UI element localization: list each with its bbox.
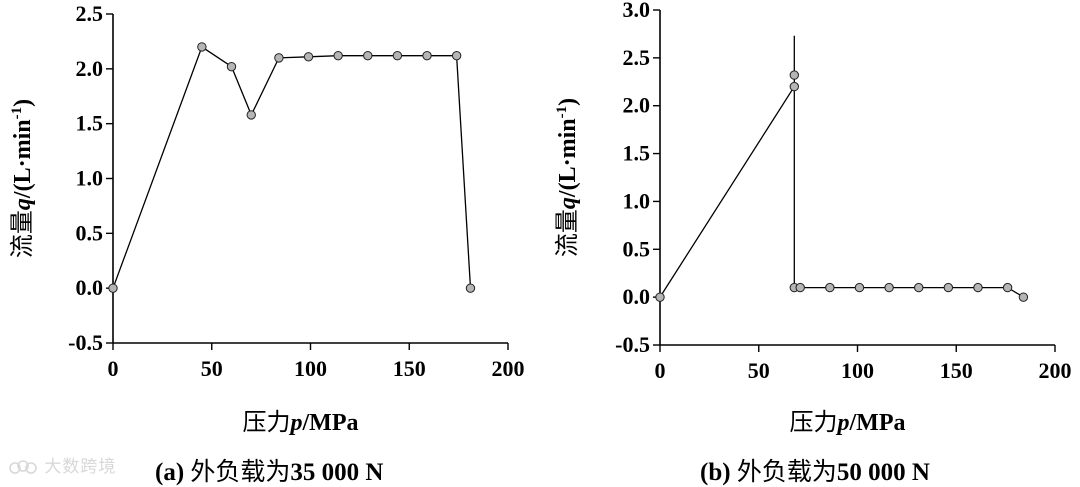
data-point — [789, 81, 799, 92]
y-tick-label: 3.0 — [623, 0, 651, 22]
y-tick-label: 2.0 — [76, 56, 104, 81]
data-point — [854, 282, 865, 293]
data-point — [914, 282, 924, 293]
panel-caption: (a) 外负载为35 000 N — [155, 457, 383, 486]
data-point — [274, 53, 284, 63]
data-point — [465, 283, 476, 293]
data-point — [943, 282, 954, 293]
x-tick-label: 150 — [940, 358, 973, 383]
data-point — [303, 52, 314, 62]
y-tick-label: 1.5 — [76, 111, 104, 136]
data-point — [795, 282, 805, 293]
x-tick-label: 100 — [841, 358, 874, 383]
y-tick-label: 2.5 — [76, 1, 104, 26]
x-tick-label: 50 — [748, 358, 770, 383]
watermark-text: 大数跨境 — [44, 457, 117, 477]
data-point — [789, 70, 799, 80]
y-tick-label: 2.5 — [623, 45, 651, 70]
y-tick-label: 1.0 — [76, 166, 104, 191]
data-point — [392, 50, 403, 61]
y-tick-label: -0.5 — [68, 330, 103, 355]
x-tick-label: 200 — [492, 356, 525, 381]
data-point — [1018, 292, 1029, 302]
data-point — [226, 61, 237, 72]
data-point — [825, 282, 835, 293]
data-point — [1002, 282, 1013, 293]
y-tick-label: 2.0 — [623, 93, 651, 118]
data-point — [451, 50, 462, 61]
x-tick-label: 0 — [108, 356, 119, 381]
data-point — [108, 283, 118, 293]
series-line — [112, 45, 472, 289]
y-tick-label: 1.0 — [623, 188, 651, 213]
watermark-logo-icon — [9, 460, 37, 474]
x-tick-label: 0 — [655, 358, 666, 383]
data-point — [363, 50, 373, 61]
y-tick-label: 0.0 — [76, 275, 104, 300]
data-point — [333, 50, 343, 61]
x-tick-label: 150 — [393, 356, 426, 381]
watermark: 大数跨境 — [8, 452, 116, 477]
x-tick-label: 100 — [294, 356, 327, 381]
x-axis-label: 压力p/MPa — [790, 408, 906, 436]
data-point — [422, 50, 432, 61]
x-tick-label: 50 — [201, 356, 223, 381]
data-point — [246, 110, 256, 120]
data-point — [197, 42, 207, 52]
y-tick-label: 0.0 — [623, 284, 651, 309]
panel-caption: (b) 外负载为50 000 N — [700, 457, 930, 486]
y-tick-label: 0.5 — [623, 236, 651, 261]
y-axis-label: 流量q/(L·min-1) — [8, 99, 36, 258]
data-point — [973, 282, 983, 293]
x-tick-label: 200 — [1039, 358, 1072, 383]
y-axis-label: 流量q/(L·min-1) — [553, 98, 581, 257]
x-axis-label: 压力p/MPa — [243, 408, 359, 436]
data-point — [655, 292, 665, 302]
series-line — [659, 35, 1024, 298]
y-tick-label: -0.5 — [615, 332, 650, 357]
data-point — [884, 282, 894, 293]
y-tick-label: 1.5 — [623, 141, 651, 166]
y-tick-label: 0.5 — [76, 220, 104, 245]
chart-panel-b: -0.5 0.0 0.5 1.0 1.5 2.0 2.5 3.0 0 50 100 150 200 压力p… — [553, 0, 1072, 486]
chart-panel-a: -0.5 0.0 0.5 1.0 1.5 2.0 2.5 0 50 100 150 200 压力p/MP… — [8, 1, 525, 486]
